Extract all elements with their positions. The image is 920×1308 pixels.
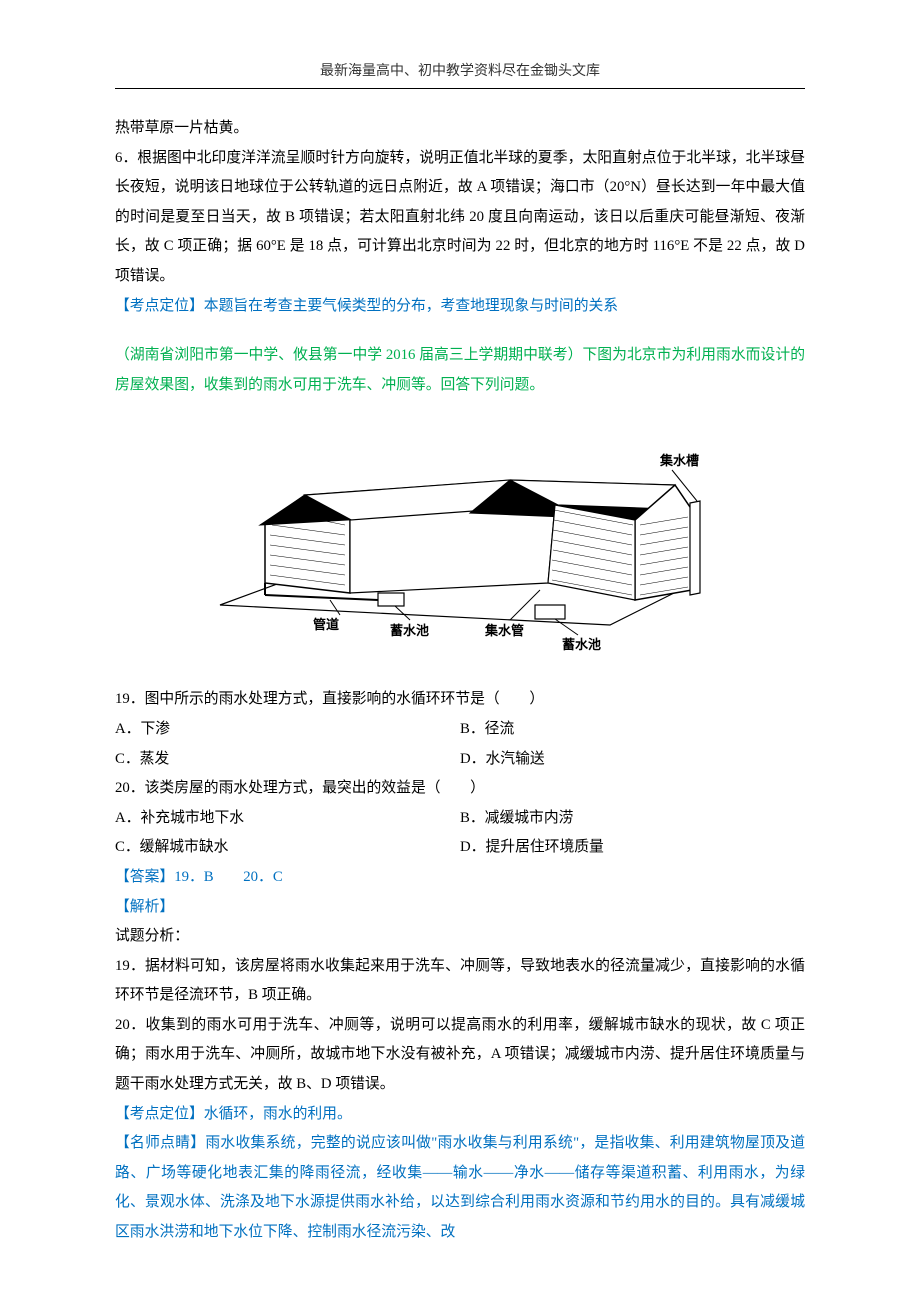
option-20b: B．减缓城市内涝 (460, 804, 805, 834)
paragraph-prev: 热带草原一片枯黄。 (115, 114, 805, 144)
analysis-20: 20．收集到的雨水可用于洗车、冲厕等，说明可以提高雨水的利用率，缓解城市缺水的现… (115, 1011, 805, 1100)
label-xushuichi2: 蓄水池 (562, 637, 601, 652)
option-20d: D．提升居住环境质量 (460, 833, 805, 863)
analysis-19: 19．据材料可知，该房屋将雨水收集起来用于洗车、冲厕等，导致地表水的径流量减少，… (115, 952, 805, 1011)
paragraph-6: 6．根据图中北印度洋洋流呈顺时针方向旋转，说明正值北半球的夏季，太阳直射点位于北… (115, 144, 805, 292)
option-19b: B．径流 (460, 715, 805, 745)
label-jishuicao: 集水槽 (659, 453, 699, 468)
water-trough (690, 501, 700, 595)
option-20c: C．缓解城市缺水 (115, 833, 460, 863)
tank-left (378, 593, 404, 606)
house-diagram: 集水槽 管道 蓄水池 集水管 蓄水池 (115, 425, 805, 660)
label-xushuichi1: 蓄水池 (390, 623, 429, 638)
question-20: 20．该类房屋的雨水处理方式，最突出的效益是（ ） (115, 774, 805, 804)
fenxi-heading: 试题分析： (115, 922, 805, 952)
option-19a: A．下渗 (115, 715, 460, 745)
label-guandao: 管道 (313, 617, 339, 632)
mingshidiansong: 【名师点睛】雨水收集系统，完整的说应该叫做"雨水收集与利用系统"，是指收集、利用… (115, 1129, 805, 1247)
page-header: 最新海量高中、初中教学资料尽在金锄头文库 (115, 60, 805, 89)
question-intro: （湖南省浏阳市第一中学、攸县第一中学 2016 届高三上学期期中联考）下图为北京… (115, 341, 805, 400)
jiexi-heading: 【解析】 (115, 893, 805, 923)
option-20a: A．补充城市地下水 (115, 804, 460, 834)
question-19: 19．图中所示的雨水处理方式，直接影响的水循环环节是（ ） (115, 685, 805, 715)
left-building-side (350, 505, 555, 593)
tank-right (535, 605, 565, 619)
right-building-side (548, 505, 635, 600)
option-19c: C．蒸发 (115, 745, 460, 775)
kaodiandingwei-1: 【考点定位】本题旨在考查主要气候类型的分布，考查地理现象与时间的关系 (115, 292, 805, 322)
kaodiandingwei-2: 【考点定位】水循环，雨水的利用。 (115, 1100, 805, 1130)
answer: 【答案】19．B 20．C (115, 863, 805, 893)
label-jishuiguan: 集水管 (484, 623, 524, 638)
option-19d: D．水汽输送 (460, 745, 805, 775)
